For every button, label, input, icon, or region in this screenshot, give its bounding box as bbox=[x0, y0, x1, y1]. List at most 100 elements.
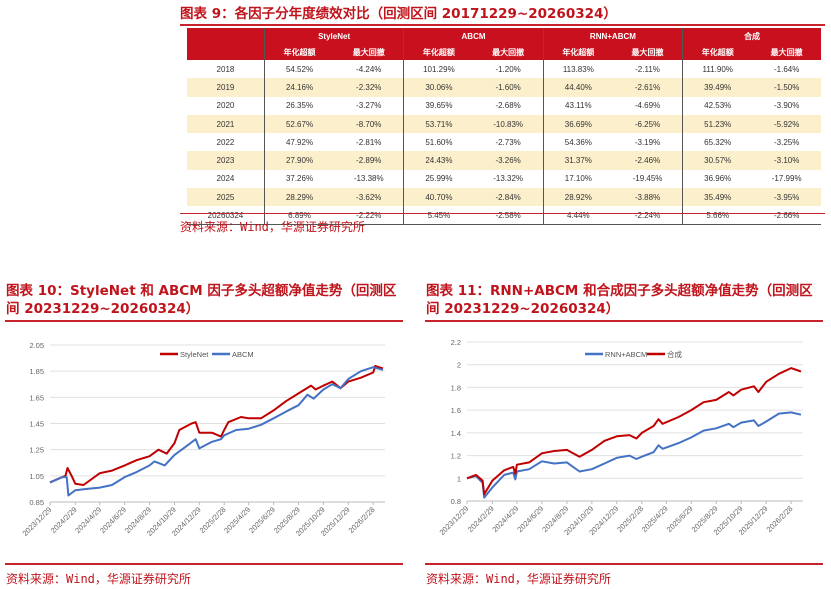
value-cell: -8.70% bbox=[334, 114, 404, 134]
value-cell: -2.46% bbox=[612, 151, 683, 170]
legend-label: StyleNet bbox=[180, 350, 209, 359]
value-cell: -2.24% bbox=[612, 206, 683, 226]
y-tick-label: 1.85 bbox=[29, 367, 44, 376]
value-cell: 54.36% bbox=[542, 133, 613, 152]
table-row: 2019 24.16% -2.32% 30.06% -1.60% 44.40% -2.61%… bbox=[187, 78, 821, 97]
value-cell: 17.10% bbox=[542, 169, 613, 189]
value-cell: 39.65% bbox=[403, 96, 474, 115]
value-cell: -13.38% bbox=[353, 174, 384, 184]
value-cell: -3.95% bbox=[752, 188, 821, 207]
value-cell: -19.45% bbox=[632, 174, 663, 184]
value-cell: 39.49% bbox=[682, 78, 753, 97]
y-tick-label: 2.2 bbox=[451, 338, 461, 347]
value-cell: 31.37% bbox=[542, 151, 613, 170]
value-cell: 28.29% bbox=[263, 188, 335, 207]
legend-label: ABCM bbox=[232, 350, 254, 359]
value-cell: -13.32% bbox=[493, 174, 524, 184]
table-source: 资料来源：Wind，华源证券研究所 bbox=[180, 220, 365, 234]
x-tick-label: 2026/2/28 bbox=[765, 504, 795, 534]
value-cell: 51.60% bbox=[403, 133, 474, 152]
value-cell: 52.67% bbox=[263, 114, 335, 134]
header-blank bbox=[187, 28, 265, 44]
value-cell: -1.50% bbox=[752, 78, 821, 97]
y-tick-label: 1.65 bbox=[29, 393, 44, 402]
value-cell: 27.90% bbox=[263, 151, 335, 170]
value-cell: -1.20% bbox=[495, 64, 521, 74]
x-tick-label: 2023/12/29 bbox=[438, 504, 471, 537]
value-cell: 4.44% bbox=[542, 206, 613, 226]
value-cell: 111.90% bbox=[682, 60, 753, 79]
value-cell: 35.49% bbox=[682, 188, 753, 207]
chart10-bottom-rule bbox=[5, 563, 403, 565]
value-cell: -2.89% bbox=[334, 151, 404, 170]
value-cell: -6.25% bbox=[612, 114, 683, 134]
value-cell: -2.84% bbox=[473, 188, 544, 207]
value-cell: -5.92% bbox=[752, 114, 821, 134]
group-header: ABCM bbox=[403, 28, 544, 44]
year-cell: 2021 bbox=[187, 114, 265, 134]
performance-table: StyleNet ABCM RNN+ABCM 合成 年化超额 最大回撤 年化超额 最大回撤 年化… bbox=[187, 28, 821, 226]
series-line-abcm bbox=[49, 366, 384, 497]
value-cell: 47.92% bbox=[263, 133, 335, 152]
value-cell: -3.10% bbox=[752, 151, 821, 170]
sub-header: 最大回撤 bbox=[473, 44, 544, 60]
chart11-plot: 0.811.21.41.61.822.22023/12/292024/2/292… bbox=[438, 338, 803, 537]
table-row: 2024 37.26% -13.38% 25.99% -13.32% 17.10% -19.… bbox=[187, 169, 821, 189]
value-cell: 5.45% bbox=[403, 206, 474, 226]
value-cell: 43.11% bbox=[542, 96, 613, 115]
value-cell: -3.19% bbox=[634, 137, 661, 147]
value-cell: 30.06% bbox=[403, 78, 474, 97]
chart10-plot: 0.85 1.05 1.25 1.45 1.65 1.85 2.05 2023/12/29 20… bbox=[21, 341, 385, 538]
y-tick-label: 1.6 bbox=[451, 406, 461, 415]
value-cell: -4.69% bbox=[634, 101, 661, 111]
y-tick-label: 1.25 bbox=[29, 446, 44, 455]
table-row: 2022 47.92% -2.81% 51.60% -2.73% 54.36% -3.19%… bbox=[187, 133, 821, 152]
value-cell: -3.90% bbox=[773, 101, 800, 111]
sub-header: 年化超额 bbox=[682, 44, 753, 60]
value-cell: 51.23% bbox=[682, 114, 753, 134]
table-row: 2020 26.35% -3.27% 39.65% -2.68% 43.11% -4.69%… bbox=[187, 96, 821, 115]
group-header: 合成 bbox=[682, 28, 821, 44]
series-line-stylenet bbox=[49, 364, 384, 486]
value-cell: -2.32% bbox=[334, 78, 404, 97]
y-tick-label: 1.45 bbox=[29, 420, 44, 429]
y-tick-label: 1.2 bbox=[451, 452, 461, 461]
value-cell: -4.24% bbox=[356, 64, 382, 74]
x-tick-label: 2023/12/29 bbox=[21, 505, 54, 538]
y-tick-label: 1.05 bbox=[29, 472, 44, 481]
year-cell: 2022 bbox=[216, 137, 235, 147]
value-cell: -3.26% bbox=[473, 151, 544, 170]
value-cell: -2.22% bbox=[334, 206, 404, 226]
value-cell: -2.11% bbox=[635, 64, 660, 74]
value-cell: 24.43% bbox=[403, 151, 474, 170]
value-cell: 6.89% bbox=[263, 206, 335, 226]
year-cell: 2025 bbox=[187, 188, 265, 207]
table-title: 图表 9：各因子分年度绩效对比（回测区间 20171229~20260324） bbox=[180, 6, 617, 22]
sub-header: 最大回撤 bbox=[752, 44, 821, 60]
value-cell: 28.92% bbox=[542, 188, 613, 207]
value-cell: -3.27% bbox=[356, 101, 382, 111]
y-tick-label: 1.8 bbox=[451, 383, 461, 392]
sub-header: 最大回撤 bbox=[334, 44, 404, 60]
y-tick-label: 2.05 bbox=[29, 341, 44, 350]
y-tick-label: 1 bbox=[457, 474, 461, 483]
header-blank bbox=[187, 44, 265, 60]
value-cell: 42.53% bbox=[682, 96, 753, 115]
y-tick-label: 1.4 bbox=[451, 429, 461, 438]
table-bottom-rule bbox=[180, 213, 825, 214]
chart11-title-rule bbox=[425, 320, 823, 322]
year-cell: 2023 bbox=[187, 151, 265, 170]
x-tick-label: 2026/2/28 bbox=[347, 505, 377, 535]
chart10-source: 资料来源：Wind，华源证券研究所 bbox=[6, 572, 191, 586]
y-tick-label: 0.85 bbox=[29, 498, 44, 507]
chart10-title-rule bbox=[5, 320, 403, 322]
value-cell: 65.32% bbox=[682, 133, 753, 152]
value-cell: -2.61% bbox=[612, 78, 683, 97]
group-header: RNN+ABCM bbox=[542, 28, 683, 44]
legend-label: RNN+ABCM bbox=[605, 350, 647, 359]
year-cell: 20260324 bbox=[187, 206, 265, 226]
chart11-title: 图表 11：RNN+ABCM 和合成因子多头超额净值走势（回测区间 202312… bbox=[426, 283, 813, 317]
y-tick-label: 2 bbox=[457, 361, 461, 370]
sub-header: 年化超额 bbox=[263, 44, 335, 60]
chart11-source: 资料来源：Wind，华源证券研究所 bbox=[426, 572, 611, 586]
